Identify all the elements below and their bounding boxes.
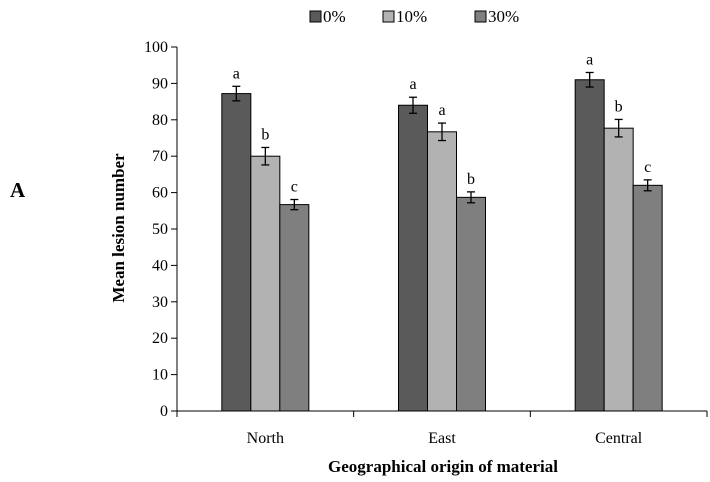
significance-letter: c [644,159,651,176]
significance-letter: a [233,65,240,82]
significance-letter: a [409,76,416,93]
bar-30pct-east [456,196,486,412]
bar-0pct-north [221,93,252,412]
significance-letter: c [291,179,298,196]
bar-0pct-east [398,104,428,412]
panel-label: A [10,178,26,202]
bar-0pct-central [574,79,605,412]
bar-10pct-east [427,131,457,412]
bar-10pct-central [603,127,634,412]
significance-letter: a [438,102,445,119]
y-tick-label: 20 [152,330,168,347]
legend-swatch-10pct [382,10,395,23]
y-tick-label: 70 [152,148,168,165]
bar-30pct-central [632,184,663,412]
significance-letter: b [261,126,269,143]
bar-30pct-north [279,204,310,412]
x-tick-label: North [247,430,284,447]
x-tick-label: East [428,430,456,447]
significance-letter: b [467,171,475,188]
legend-swatch-0pct [309,10,322,23]
legend-label: 0% [323,7,346,26]
y-tick-label: 30 [152,294,168,311]
y-tick-label: 60 [152,185,168,202]
x-tick-label: Central [595,430,643,447]
legend: 0% 10% 30% [309,7,519,26]
significance-letter: b [615,98,623,115]
y-axis: 0 10 20 30 40 50 60 70 80 90 100 [144,39,178,420]
y-tick-label: 0 [160,403,168,420]
y-tick-label: 10 [152,367,168,384]
x-axis-title: Geographical origin of material [328,457,558,476]
y-tick-label: 80 [152,112,168,129]
y-axis-title: Mean lesion number [109,153,128,303]
significance-letter: a [586,51,593,68]
legend-label: 10% [396,7,427,26]
bar-10pct-north [250,155,281,412]
y-tick-label: 40 [152,257,168,274]
y-tick-label: 90 [152,75,168,92]
legend-label: 30% [488,7,519,26]
legend-swatch-30pct [474,10,487,23]
y-tick-label: 100 [144,39,168,56]
x-axis: North East Central [176,410,708,447]
bars: a b c a a b a b c [221,51,663,412]
y-tick-label: 50 [152,221,168,238]
